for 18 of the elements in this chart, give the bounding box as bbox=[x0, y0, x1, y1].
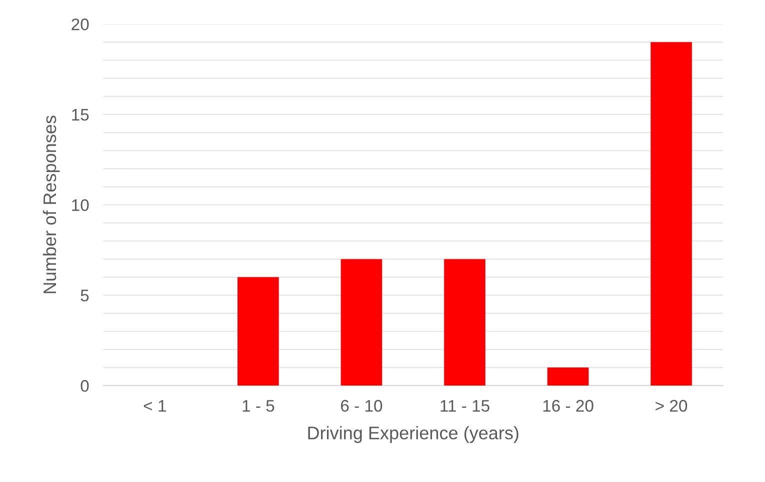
y-tick-label: 10 bbox=[72, 199, 89, 212]
x-tick-label: 11 - 15 bbox=[440, 400, 490, 412]
y-tick-label: 5 bbox=[80, 290, 89, 302]
y-axis-title: Number of Responses bbox=[42, 116, 60, 294]
x-tick-label: 16 - 20 bbox=[543, 400, 594, 412]
x-tick-label: 1 - 5 bbox=[242, 400, 274, 412]
x-axis-title: Driving Experience (years) bbox=[308, 426, 518, 443]
bar bbox=[238, 277, 279, 386]
y-tick-label: 20 bbox=[72, 18, 89, 30]
bar bbox=[547, 368, 589, 386]
x-tick-label: 6 - 10 bbox=[341, 400, 382, 412]
y-tick-label: 15 bbox=[72, 109, 89, 121]
y-tick-label: 0 bbox=[80, 380, 89, 392]
x-tick-label: > 20 bbox=[656, 400, 688, 412]
bar bbox=[650, 42, 692, 386]
bar bbox=[340, 259, 382, 386]
bar bbox=[444, 259, 486, 386]
x-tick-label: < 1 bbox=[144, 400, 166, 412]
